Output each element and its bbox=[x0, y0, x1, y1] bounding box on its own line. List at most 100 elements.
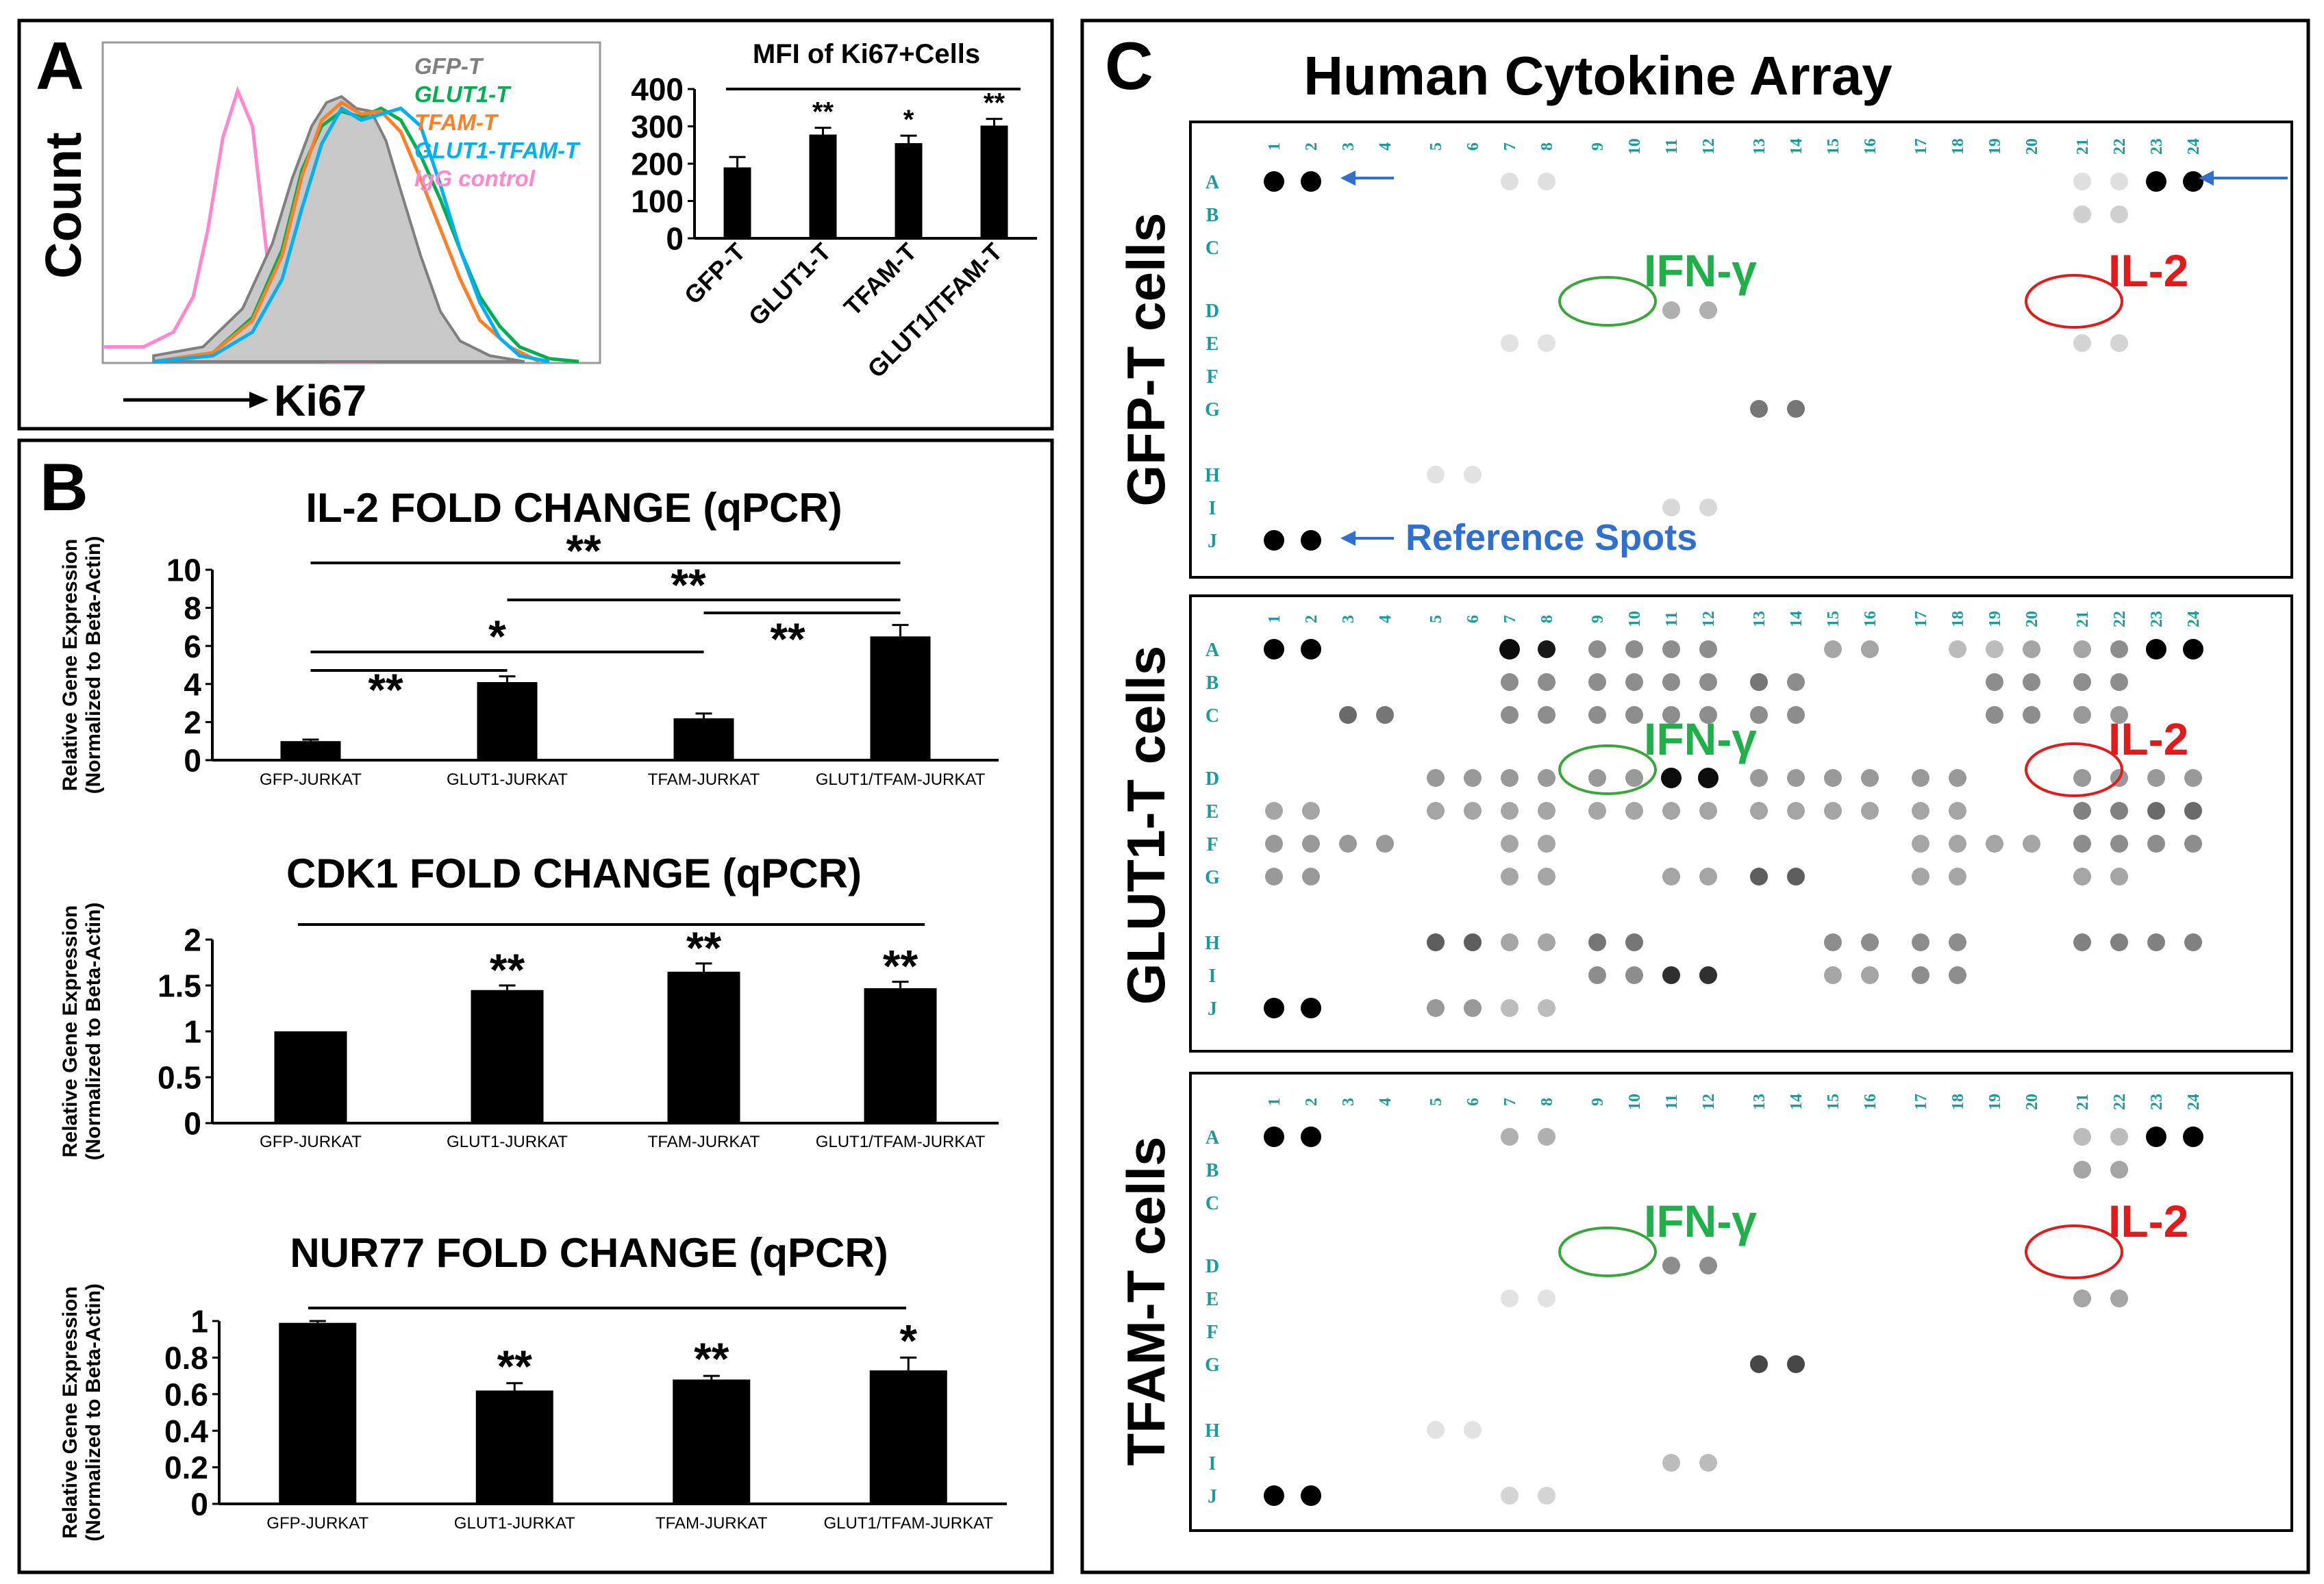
column-label: 1 bbox=[1266, 1098, 1284, 1106]
array-spot bbox=[2183, 171, 2203, 192]
array-spot bbox=[1662, 1454, 1680, 1472]
array-spot bbox=[2110, 868, 2128, 885]
row-label: G bbox=[1205, 399, 1220, 420]
category-label: TFAM-JURKAT bbox=[648, 1133, 760, 1151]
chart-title: MFI of Ki67+Cells bbox=[753, 39, 980, 69]
array-spot bbox=[2073, 334, 2091, 352]
column-label: 4 bbox=[1377, 142, 1395, 151]
column-label: 14 bbox=[1788, 1094, 1806, 1110]
bar-tfam-jurkat bbox=[673, 1379, 751, 1504]
array-spot bbox=[1538, 1128, 1555, 1146]
array-spot bbox=[1912, 868, 1929, 885]
chart-title: CDK1 FOLD CHANGE (qPCR) bbox=[286, 851, 862, 896]
array-spot bbox=[1264, 171, 1284, 192]
array-spot bbox=[2073, 769, 2091, 787]
array-spot bbox=[1662, 706, 1680, 724]
column-label: 23 bbox=[2148, 611, 2166, 627]
array-spot bbox=[1912, 835, 1929, 853]
row-label: H bbox=[1205, 465, 1220, 486]
column-label: 10 bbox=[1626, 611, 1644, 627]
row-label: B bbox=[1206, 1160, 1219, 1181]
array-spot bbox=[2184, 802, 2202, 820]
column-label: 3 bbox=[1340, 142, 1358, 151]
array-spot bbox=[2110, 640, 2128, 658]
column-label: 20 bbox=[2023, 611, 2041, 627]
y-tick-label: 0 bbox=[666, 221, 684, 257]
array-spot bbox=[2183, 639, 2203, 659]
cytokine-title: Human Cytokine Array bbox=[1303, 45, 1892, 106]
column-label: 10 bbox=[1626, 1094, 1644, 1110]
column-label: 14 bbox=[1788, 138, 1806, 155]
panel-b-label: B bbox=[40, 449, 88, 525]
column-label: 24 bbox=[2185, 138, 2203, 155]
array-name: GLUT1-T cells bbox=[1116, 646, 1176, 1005]
array-spot bbox=[1588, 706, 1606, 724]
array-spot bbox=[1750, 802, 1768, 820]
array-spot bbox=[1750, 769, 1768, 787]
array-spot bbox=[1427, 769, 1445, 787]
category-label: GLUT1/TFAM-JURKAT bbox=[816, 1133, 986, 1151]
array-spot bbox=[2073, 706, 2091, 724]
array-spot bbox=[1538, 835, 1555, 853]
column-label: 20 bbox=[2023, 1094, 2041, 1110]
bar-gfp-jurkat bbox=[279, 1322, 357, 1504]
histogram-ylabel: Count bbox=[35, 132, 92, 279]
array-spot bbox=[1464, 466, 1482, 483]
column-label: 7 bbox=[1501, 142, 1519, 151]
reference-arrowhead bbox=[1340, 171, 1355, 186]
column-label: 15 bbox=[1825, 1094, 1842, 1110]
column-label: 23 bbox=[2148, 1094, 2166, 1110]
column-label: 24 bbox=[2185, 1094, 2203, 1110]
column-label: 21 bbox=[2074, 611, 2092, 627]
reference-arrowhead bbox=[1340, 531, 1355, 546]
column-label: 13 bbox=[1751, 611, 1769, 627]
array-spot bbox=[1662, 1257, 1680, 1274]
array-spot bbox=[1699, 673, 1717, 691]
array-frame bbox=[1189, 1072, 2293, 1532]
array-spot bbox=[1464, 933, 1482, 951]
y-axis-label: Relative Gene Expression(Normalized to B… bbox=[59, 536, 105, 794]
array-spot bbox=[1949, 802, 1966, 820]
row-label: H bbox=[1205, 1420, 1220, 1442]
array-spot bbox=[1464, 999, 1482, 1017]
row-label: H bbox=[1205, 933, 1220, 954]
row-label: A bbox=[1205, 1127, 1220, 1148]
ifn-gamma-highlight bbox=[1558, 1227, 1657, 1277]
column-label: 9 bbox=[1589, 142, 1607, 151]
legend-gfp-t: GFP-T bbox=[414, 53, 484, 79]
significance-mark: ** bbox=[490, 944, 525, 995]
column-label: 16 bbox=[1862, 138, 1879, 155]
reference-spots-label: Reference Spots bbox=[1405, 517, 1697, 558]
array-spot bbox=[2110, 173, 2128, 190]
row-label: D bbox=[1205, 1256, 1219, 1277]
y-tick-label: 0 bbox=[190, 1487, 208, 1522]
array-spot bbox=[1501, 802, 1519, 820]
series-glut1-t bbox=[153, 106, 579, 364]
panel-b-frame bbox=[17, 438, 1054, 1574]
bar-glut1-tfam-jurkat bbox=[869, 1370, 947, 1504]
array-spot bbox=[1986, 706, 2003, 724]
category-label: GLUT1-JURKAT bbox=[447, 1133, 568, 1151]
category-label: GFP-JURKAT bbox=[266, 1514, 368, 1533]
array-spot bbox=[1750, 400, 1768, 418]
array-spot bbox=[1301, 1127, 1321, 1147]
array-spot bbox=[1699, 966, 1717, 984]
array-spot bbox=[2110, 1290, 2128, 1307]
array-spot bbox=[2147, 933, 2165, 951]
column-label: 23 bbox=[2148, 138, 2166, 155]
y-tick-label: 0 bbox=[184, 743, 201, 779]
array-spot bbox=[1787, 769, 1805, 787]
array-spot bbox=[1501, 334, 1519, 352]
array-spot bbox=[2110, 835, 2128, 853]
array-spot bbox=[2073, 1128, 2091, 1146]
array-spot bbox=[1861, 933, 1879, 951]
row-label: C bbox=[1205, 238, 1219, 259]
array-spot bbox=[1698, 768, 1719, 788]
array-spot bbox=[1949, 640, 1966, 658]
array-spot bbox=[1427, 802, 1445, 820]
column-label: 15 bbox=[1825, 138, 1842, 155]
il2-highlight bbox=[2025, 1224, 2123, 1279]
